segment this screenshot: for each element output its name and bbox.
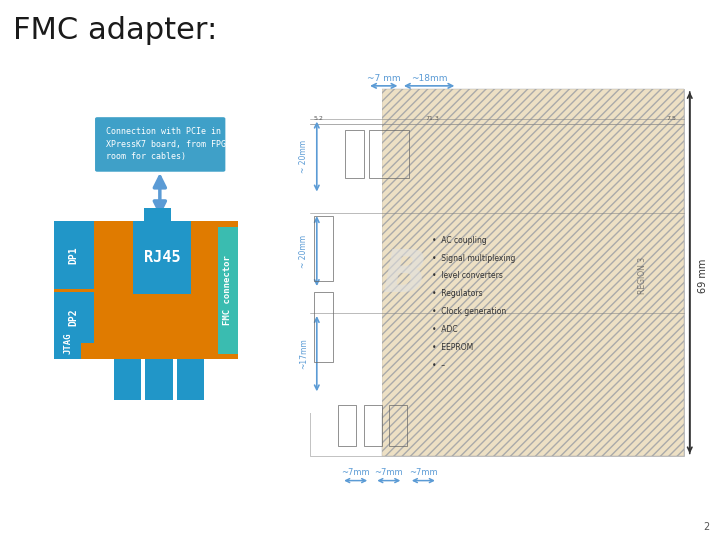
Text: FMC connector: FMC connector [223, 255, 233, 325]
Bar [133, 221, 191, 294]
Bar [382, 89, 684, 456]
Text: ~ 20mm: ~ 20mm [300, 140, 308, 173]
Text: •  ADC: • ADC [432, 325, 458, 334]
Bar [314, 216, 333, 281]
Text: •  level converters: • level converters [432, 272, 503, 280]
Bar [369, 130, 409, 178]
Text: ~17mm: ~17mm [300, 339, 308, 369]
Text: •  Clock generation: • Clock generation [432, 307, 506, 316]
Bar [338, 405, 356, 446]
Bar [314, 292, 333, 362]
Text: •  EEPROM: • EEPROM [432, 343, 473, 352]
Text: LEMO: LEMO [119, 368, 136, 374]
Text: JTAG: JTAG [63, 332, 72, 354]
Bar [310, 89, 684, 456]
Text: 69 mm: 69 mm [698, 258, 708, 293]
Bar [54, 327, 81, 359]
Bar [144, 208, 171, 230]
Bar [310, 89, 382, 413]
Text: Connection with PCIe in
XPressK7 board, from FPGA(no
room for cables): Connection with PCIe in XPressK7 board, … [106, 127, 246, 161]
Text: 7.5: 7.5 [666, 117, 676, 122]
Bar [218, 227, 238, 354]
Text: DP2: DP2 [69, 308, 78, 326]
Text: •  –: • – [432, 361, 445, 369]
Text: FMC adapter:: FMC adapter: [13, 16, 217, 45]
Text: ~7mm: ~7mm [374, 468, 403, 477]
Bar [364, 405, 382, 446]
Text: 5.2: 5.2 [313, 117, 323, 122]
Bar [54, 221, 94, 289]
Text: NB: NB [335, 247, 428, 304]
Bar [54, 221, 238, 359]
Text: ~18mm: ~18mm [411, 74, 447, 83]
Bar [345, 130, 364, 178]
Text: LEMO: LEMO [150, 368, 168, 374]
Bar [389, 405, 407, 446]
Text: 2: 2 [703, 522, 709, 532]
Text: ~7mm: ~7mm [409, 468, 438, 477]
Text: 71.3: 71.3 [425, 117, 439, 122]
Text: ~7mm: ~7mm [341, 468, 370, 477]
Bar [177, 359, 204, 400]
Bar [114, 359, 141, 400]
Text: ~ 20mm: ~ 20mm [300, 234, 308, 268]
Bar [145, 359, 173, 400]
Text: ~7 mm: ~7 mm [367, 74, 400, 83]
Text: •  Regulators: • Regulators [432, 289, 482, 298]
Text: DP1: DP1 [69, 246, 78, 264]
Text: •  AC coupling: • AC coupling [432, 236, 487, 245]
Text: REGION 3: REGION 3 [638, 257, 647, 294]
Text: LEMO: LEMO [149, 215, 166, 222]
Bar [54, 292, 94, 343]
Text: LEMO: LEMO [182, 368, 199, 374]
FancyBboxPatch shape [95, 117, 225, 172]
Text: •  Signal multiplexing: • Signal multiplexing [432, 254, 516, 262]
Text: RJ45: RJ45 [144, 251, 180, 265]
